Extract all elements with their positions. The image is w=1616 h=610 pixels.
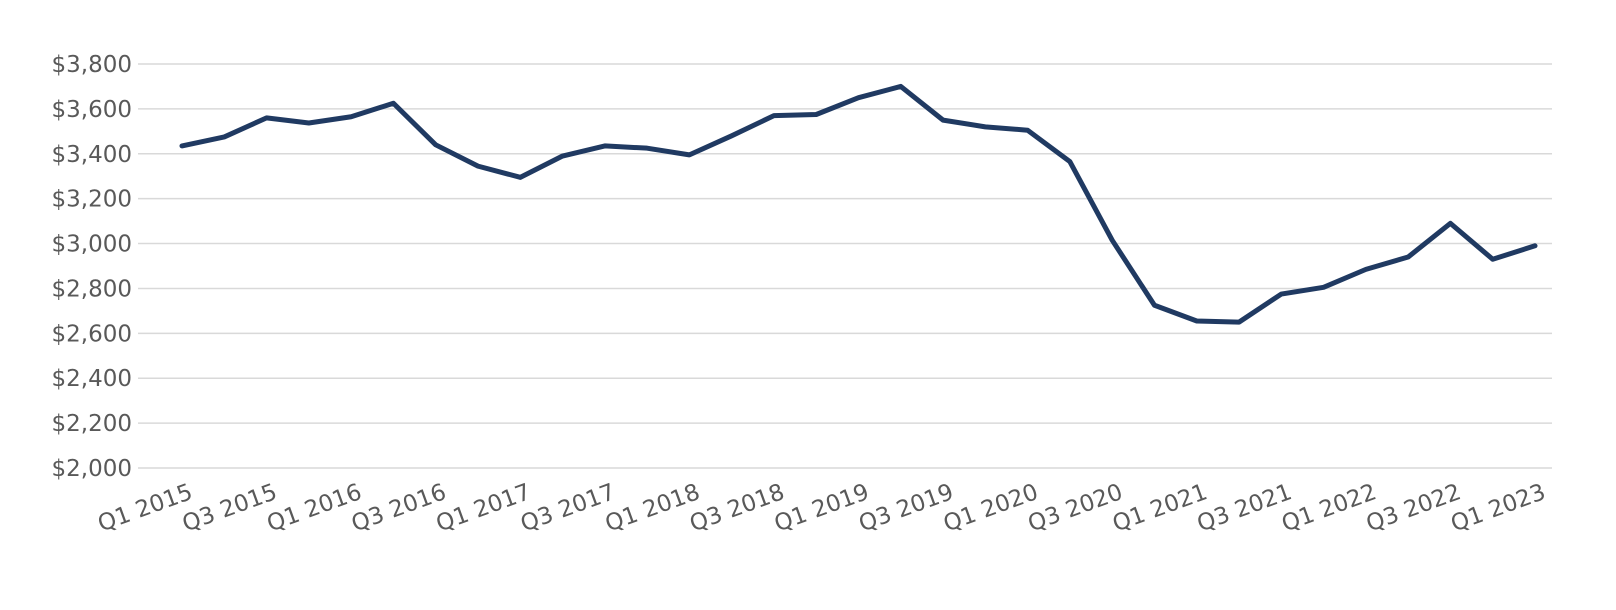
y-tick-label: $3,800 bbox=[52, 52, 132, 78]
x-tick-label: Q1 2023 bbox=[1448, 479, 1550, 537]
x-tick-label: Q1 2015 bbox=[95, 479, 197, 537]
x-tick-label: Q3 2015 bbox=[179, 479, 281, 537]
x-tick-label: Q3 2020 bbox=[1025, 479, 1127, 537]
y-tick-label: $3,000 bbox=[52, 232, 132, 258]
x-tick-label: Q1 2022 bbox=[1278, 479, 1380, 537]
x-tick-label: Q3 2022 bbox=[1363, 479, 1465, 537]
y-tick-label: $2,200 bbox=[52, 411, 132, 437]
x-tick-label: Q3 2019 bbox=[856, 479, 958, 537]
x-tick-label: Q1 2019 bbox=[771, 479, 873, 537]
x-tick-label: Q3 2018 bbox=[686, 479, 788, 537]
x-tick-label: Q1 2016 bbox=[264, 479, 366, 537]
x-tick-label: Q1 2021 bbox=[1109, 479, 1211, 537]
y-tick-label: $2,400 bbox=[52, 366, 132, 392]
x-tick-label: Q1 2020 bbox=[940, 479, 1042, 537]
x-tick-label: Q3 2021 bbox=[1194, 479, 1296, 537]
line-series bbox=[179, 83, 1538, 325]
x-tick-label: Q1 2017 bbox=[433, 479, 535, 537]
y-tick-label: $3,200 bbox=[52, 187, 132, 213]
y-tick-label: $2,600 bbox=[52, 321, 132, 347]
x-tick-label: Q1 2018 bbox=[602, 479, 704, 537]
y-tick-label: $2,800 bbox=[52, 276, 132, 302]
x-tick-label: Q3 2016 bbox=[348, 479, 450, 537]
y-tick-label: $3,400 bbox=[52, 142, 132, 168]
y-tick-label: $2,000 bbox=[52, 456, 132, 482]
y-tick-label: $3,600 bbox=[52, 97, 132, 123]
x-tick-label: Q3 2017 bbox=[517, 479, 619, 537]
